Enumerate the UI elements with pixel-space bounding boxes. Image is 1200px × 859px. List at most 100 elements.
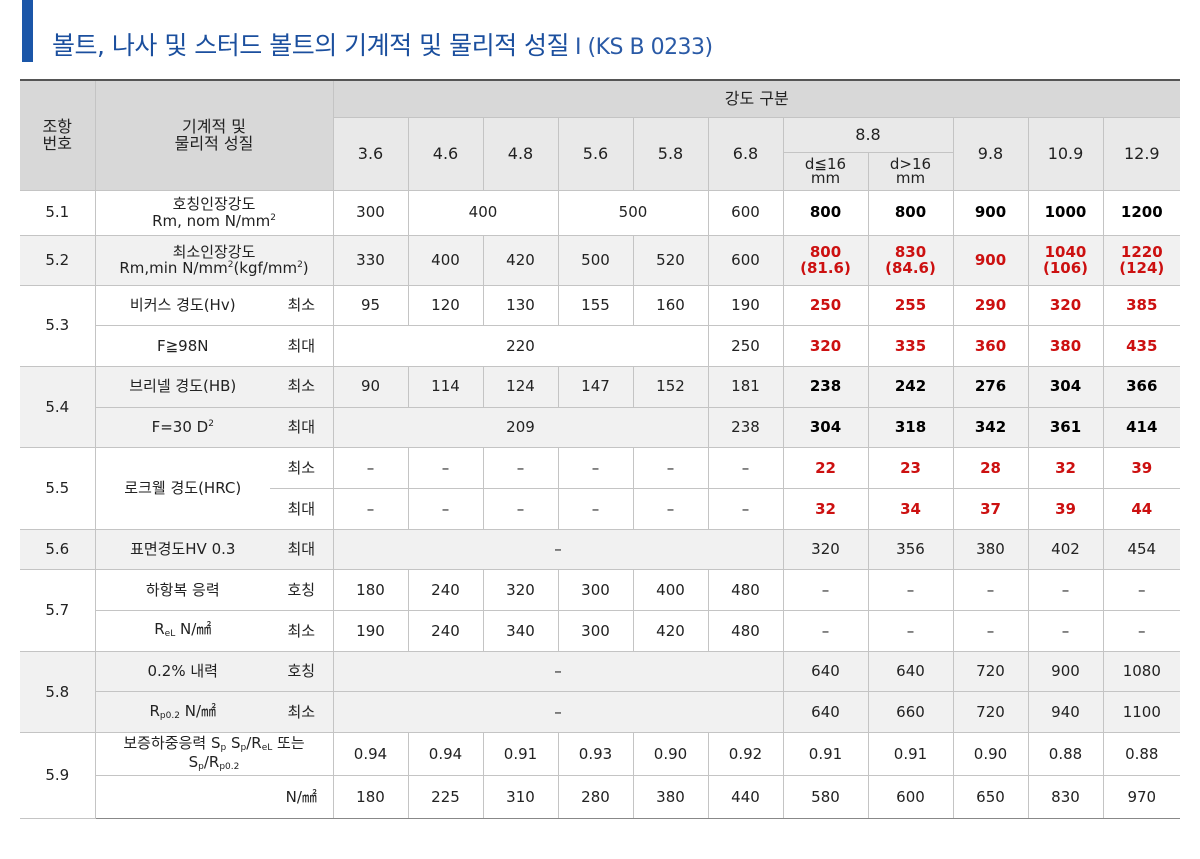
label-text: 브리넬 경도(HB) xyxy=(129,377,237,396)
property-label: 브리넬 경도(HB) xyxy=(94,365,270,408)
property-label: ReL N/㎟ xyxy=(95,610,270,652)
value-cell: 361 xyxy=(1027,406,1104,449)
property-label: 최소인장강도 Rm,min N/mm2(kgf/mm2) xyxy=(94,234,334,286)
value-cell: 420 xyxy=(482,234,559,286)
section-no: 5.5 xyxy=(20,447,96,530)
property-label: 0.2% 내력 xyxy=(94,650,270,693)
value-cell: 320 xyxy=(482,569,559,611)
section-no: 5.8 xyxy=(20,650,96,734)
header-grade: 4.8 xyxy=(482,116,559,191)
property-label: F=30 D2 xyxy=(95,406,270,449)
value-cell: 800 (81.6) xyxy=(782,234,869,286)
table-row: 5.3 비커스 경도(Hv) 최소 95 120 130 155 160 190 250 255 29… xyxy=(20,284,1181,367)
value-cell: – xyxy=(482,447,559,489)
value-cell: 380 xyxy=(1027,325,1104,367)
value-cell: 0.91 xyxy=(782,732,869,777)
label-sup: 2 xyxy=(270,212,276,223)
label-text: S xyxy=(226,734,241,753)
value-cell: 90 xyxy=(332,365,409,408)
value-cell: 238 xyxy=(782,365,869,408)
property-label: 로크웰 경도(HRC) xyxy=(94,447,270,530)
label-text: ) xyxy=(302,259,309,277)
standard: I (KS B 0233) xyxy=(575,35,713,60)
qualifier: 최소 xyxy=(270,447,334,489)
value-cell: 356 xyxy=(867,528,954,571)
value-cell: 0.92 xyxy=(707,732,784,777)
value-cell: 44 xyxy=(1102,487,1181,530)
label-sub: p xyxy=(220,743,227,754)
label-text: 표면경도HV 0.3 xyxy=(130,540,236,559)
label-sub: p xyxy=(240,743,247,754)
value-cell: 385 xyxy=(1102,284,1181,327)
value-cell: – xyxy=(557,487,634,530)
title: 볼트, 나사 및 스터드 볼트의 기계적 및 물리적 성질 I (KS B 023… xyxy=(52,26,713,62)
value-cell: 180 xyxy=(332,775,409,820)
title-text: 볼트, 나사 및 스터드 볼트의 기계적 및 물리적 성질 xyxy=(52,31,570,60)
value-cell: 209 xyxy=(332,406,709,449)
value-cell: 34 xyxy=(867,487,954,530)
label-text: N/㎟ xyxy=(179,701,216,720)
qualifier: 호칭 xyxy=(270,650,334,693)
qualifier: 호칭 xyxy=(270,569,334,611)
table-row: 5.7 하항복 응력 호칭 180 240 320 300 400 480– – – – – xyxy=(20,569,1181,652)
value-cell: 580 xyxy=(782,775,869,820)
section-no: 5.7 xyxy=(20,569,96,652)
value-cell: 320 xyxy=(782,528,869,571)
value-cell: 940 xyxy=(1027,691,1104,734)
section-no: 5.4 xyxy=(20,365,96,449)
value-cell: – xyxy=(332,487,409,530)
value-cell: 0.91 xyxy=(867,732,954,777)
qualifier: 최대 xyxy=(270,325,334,367)
table-row: Rp0.2 N/㎟ 최소 –640 660 720 940 1100 xyxy=(20,691,1181,734)
value-cell: 600 xyxy=(707,234,784,286)
value-cell: 22 xyxy=(782,447,869,489)
value-cell: 830 xyxy=(1027,775,1104,820)
value-cell: 480 xyxy=(707,569,784,611)
value-cell: 330 xyxy=(332,234,409,286)
value-cell: 320 xyxy=(782,325,869,367)
table-row: 5.8 0.2% 내력 호칭 –640 640 720 900 1080 xyxy=(20,650,1181,734)
section-no: 5.2 xyxy=(20,234,96,286)
value-cell: – xyxy=(952,569,1029,611)
value-cell: 160 xyxy=(632,284,709,327)
property-label: 하항복 응력 xyxy=(94,569,270,611)
value-cell: 400 xyxy=(407,189,559,236)
label-sub: p xyxy=(198,762,204,773)
header-grade: 5.8 xyxy=(632,116,709,191)
value-cell: 310 xyxy=(482,775,559,820)
value-cell: 360 xyxy=(952,325,1029,367)
value-cell: – xyxy=(1027,610,1104,652)
label-text: F=30 D xyxy=(151,418,209,437)
header-row: 3.6 4.6 4.8 5.6 5.8 6.8 8.8 9.8 10.9 12.9 xyxy=(20,116,1181,191)
label-text: 또는 S xyxy=(188,734,305,772)
label-sup: 2 xyxy=(208,419,214,430)
value-cell: 0.90 xyxy=(632,732,709,777)
value-cell: 800 xyxy=(782,189,869,236)
value-cell: 660 xyxy=(867,691,954,734)
header-grade: 6.8 xyxy=(707,116,784,191)
value-cell: 300 xyxy=(557,569,634,611)
value-cell: 500 xyxy=(557,189,709,236)
label-text: 0.2% 내력 xyxy=(147,662,218,681)
value-cell: 720 xyxy=(952,691,1029,734)
label-text: R xyxy=(149,701,160,720)
value-cell: 39 xyxy=(1102,447,1181,489)
value-cell: – xyxy=(707,487,784,530)
label-text: 호칭인장강도 Rm, nom N/mm xyxy=(152,195,271,230)
value-cell: 342 xyxy=(952,406,1029,449)
property-label: Rp0.2 N/㎟ xyxy=(95,691,270,734)
value-cell: – xyxy=(952,610,1029,652)
label-text: F≧98N xyxy=(156,336,209,355)
value-cell: 242 xyxy=(867,365,954,408)
label-sub: eL xyxy=(164,629,176,640)
label-sub: eL xyxy=(261,743,273,754)
value-cell: – xyxy=(867,610,954,652)
qualifier: 최소 xyxy=(270,365,334,408)
value-cell: 147 xyxy=(557,365,634,408)
value-cell: 304 xyxy=(1027,365,1104,408)
qualifier: 최대 xyxy=(270,487,334,530)
table-row: 최대 – – – – – –32 34 37 39 44 xyxy=(20,487,1181,530)
value-cell: 152 xyxy=(632,365,709,408)
property-table: 조항 번호 기계적 및 물리적 성질 강도 구분 3.6 4.6 4.8 5.6 5.8 6.8… xyxy=(20,79,1181,820)
value-cell: 335 xyxy=(867,325,954,367)
